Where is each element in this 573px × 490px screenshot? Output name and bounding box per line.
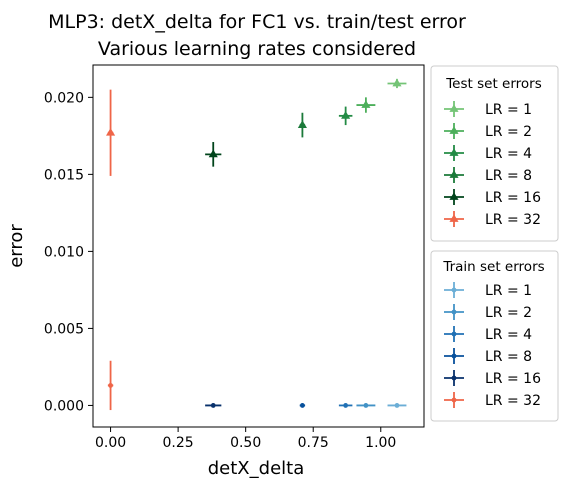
data-point-train-lr8 (299, 403, 306, 408)
legend-swatch-marker (451, 331, 457, 337)
data-marker (106, 127, 116, 136)
legend-train-item: LR = 8 (444, 348, 532, 365)
legend-swatch-marker (449, 126, 459, 134)
legend-swatch-marker (449, 170, 459, 178)
data-marker (297, 120, 307, 128)
data-marker (361, 100, 371, 108)
legend-train-set: Train set errors LR = 1LR = 2LR = 4LR = … (430, 250, 559, 422)
legend-swatch-marker (449, 104, 459, 112)
y-axis: 0.000 0.005 0.010 0.015 0.020 (44, 90, 93, 414)
y-tick-label: 0.015 (44, 167, 84, 183)
legend-test-title: Test set errors (445, 76, 542, 92)
x-tick-label: 0.25 (163, 435, 194, 451)
data-marker (210, 403, 216, 408)
data-point-test-lr32 (106, 89, 116, 176)
legend-test-items: LR = 1 LR = 2 LR = 4 LR = 8 LR = 16 LR = 32 (444, 101, 541, 228)
legend-train-label: LR = 32 (485, 393, 541, 409)
legend-swatch-marker (449, 148, 459, 156)
series-layer (106, 78, 407, 411)
legend-train-item: LR = 1 (444, 282, 532, 299)
x-tick-label: 1.00 (365, 435, 396, 451)
legend-test-item: LR = 4 (444, 145, 532, 162)
data-point-train-lr32 (107, 360, 114, 411)
y-tick-label: 0.005 (44, 321, 84, 337)
data-point-train-lr16 (205, 403, 222, 408)
legend-swatch-marker (449, 214, 459, 222)
plot-area (92, 64, 425, 428)
legend-test-label: LR = 16 (485, 190, 541, 206)
chart-title-line-1: MLP3: detX_delta for FC1 vs. train/test … (48, 11, 466, 33)
legend-test-item: LR = 1 (444, 101, 532, 118)
legend-test-label: LR = 4 (485, 146, 532, 162)
data-marker (341, 111, 351, 119)
legend-test-set: Test set errors LR = 1 LR = 2 LR = 4 LR = 8… (430, 65, 559, 242)
data-marker (392, 78, 402, 87)
x-axis-label: detX_delta (208, 458, 304, 479)
legend-train-label: LR = 4 (485, 327, 532, 343)
legend-swatch-marker (451, 353, 457, 359)
data-marker (300, 403, 305, 408)
data-point-train-lr2 (356, 403, 376, 408)
legend-test-item: LR = 16 (444, 189, 541, 206)
data-point-test-lr16 (205, 142, 222, 167)
legend-train-item: LR = 32 (444, 392, 541, 409)
chart-title-line-2: Various learning rates considered (98, 38, 416, 60)
legend-swatch-marker (449, 192, 459, 200)
legend-test-item: LR = 2 (444, 123, 532, 140)
data-point-train-lr1 (387, 403, 407, 408)
x-tick-label: 0.00 (95, 435, 126, 451)
legend-test-label: LR = 2 (485, 124, 532, 140)
data-point-train-lr4 (338, 403, 353, 408)
x-axis: 0.00 0.25 0.50 0.75 1.00 (95, 427, 396, 451)
legend-test-label: LR = 32 (485, 212, 541, 228)
x-tick-label: 0.75 (298, 435, 329, 451)
y-tick-label: 0.020 (44, 90, 84, 106)
legend-train-item: LR = 16 (444, 370, 541, 387)
data-marker (108, 383, 113, 388)
legend-test-label: LR = 8 (485, 168, 532, 184)
chart-title: MLP3: detX_delta for FC1 vs. train/test … (48, 11, 466, 60)
y-axis-label: error (6, 224, 27, 268)
legend-train-label: LR = 2 (485, 305, 532, 321)
data-marker (394, 403, 400, 408)
legend-train-item: LR = 2 (444, 304, 532, 321)
legend-train-items: LR = 1 LR = 2 LR = 4 LR = 8 LR = 16 LR = 32 (444, 282, 541, 409)
x-tick-label: 0.50 (230, 435, 261, 451)
data-point-test-lr4 (338, 106, 353, 126)
legend-swatch-marker (451, 287, 457, 293)
legend-train-item: LR = 4 (444, 326, 532, 343)
y-tick-label: 0.010 (44, 244, 84, 260)
y-tick-label: 0.000 (44, 398, 84, 414)
legend-test-item: LR = 8 (444, 167, 532, 184)
legend-swatch-marker (451, 375, 457, 381)
data-marker (363, 403, 369, 408)
data-marker (208, 149, 218, 158)
legend-test-item: LR = 32 (444, 211, 541, 228)
legend-train-label: LR = 16 (485, 371, 541, 387)
data-point-test-lr2 (356, 97, 376, 113)
legend-swatch-marker (451, 397, 457, 403)
legend-train-label: LR = 8 (485, 349, 532, 365)
legend-train-title: Train set errors (442, 259, 544, 275)
legend-swatch-marker (451, 309, 457, 315)
legend-train-label: LR = 1 (485, 283, 532, 299)
data-point-test-lr8 (297, 112, 307, 138)
data-point-test-lr1 (387, 78, 407, 89)
data-marker (343, 403, 349, 408)
legend-test-label: LR = 1 (485, 102, 532, 118)
